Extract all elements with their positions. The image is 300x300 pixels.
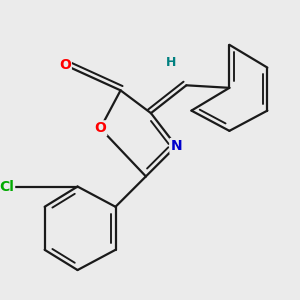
Text: H: H: [166, 56, 176, 69]
Text: O: O: [59, 58, 71, 72]
Text: O: O: [94, 121, 106, 135]
Text: N: N: [170, 139, 182, 153]
Text: Cl: Cl: [0, 179, 14, 194]
